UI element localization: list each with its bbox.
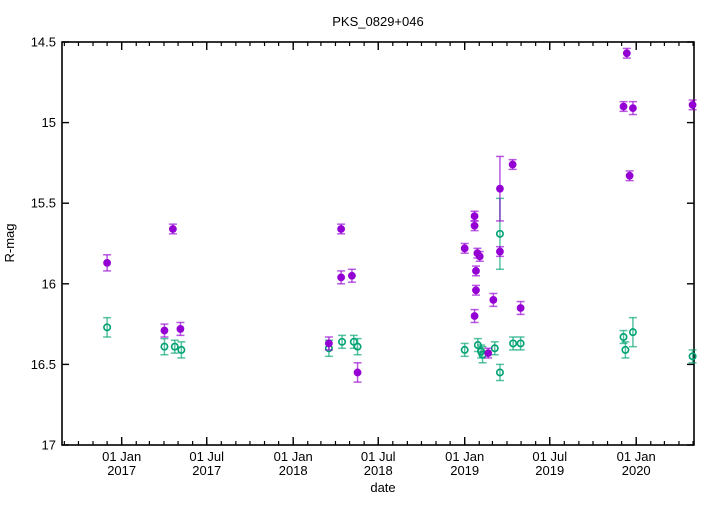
x-tick-label: 2017 [107,463,136,478]
x-axis-label: date [370,480,395,495]
data-point-purple-filled-circles [688,100,697,109]
data-point-purple-filled-circles [324,339,333,348]
data-point-purple-filled-circles [619,102,628,111]
data-point-green-open-circles [516,339,525,348]
data-point-purple-filled-circles [353,368,362,377]
data-point-purple-filled-circles [460,244,469,253]
y-tick-label: 17 [42,438,56,453]
x-tick-label: 01 Jul [532,449,567,464]
data-point-green-open-circles [160,342,169,351]
x-tick-label: 01 Jan [617,449,656,464]
x-tick-label: 01 Jan [445,449,484,464]
data-point-purple-filled-circles [472,267,480,275]
data-point-purple-filled-circles [470,312,479,320]
data-point-purple-filled-circles [629,104,637,112]
data-point-green-open-circles [628,328,637,337]
chart-title: PKS_0829+046 [332,14,423,29]
data-point-purple-filled-circles [625,171,634,180]
data-point-purple-filled-circles [470,221,479,230]
y-tick-label: 15 [42,115,56,130]
data-point-green-open-circles [460,345,469,354]
x-tick-label: 2019 [535,463,564,478]
data-point-green-open-circles [353,342,362,351]
data-point-green-open-circles [619,332,628,341]
y-axis-label: R-mag [2,223,17,262]
x-tick-label: 01 Jan [274,449,313,464]
data-point-purple-filled-circles [337,225,346,233]
data-point-green-open-circles [621,345,630,354]
data-point-purple-filled-circles [472,286,480,295]
data-point-purple-filled-circles [160,326,169,335]
x-tick-label: 01 Jan [102,449,141,464]
y-tick-label: 15.5 [31,196,56,211]
data-point-purple-filled-circles [103,258,112,267]
y-tick-label: 16 [42,276,56,291]
data-point-purple-filled-circles [337,273,346,282]
data-point-green-open-circles [103,323,112,332]
data-point-green-open-circles [495,229,504,238]
data-point-purple-filled-circles [496,184,504,193]
data-point-purple-filled-circles [176,325,185,333]
x-tick-label: 01 Jul [189,449,224,464]
data-point-green-open-circles [509,339,518,348]
x-tick-label: 2018 [364,463,393,478]
x-tick-label: 2018 [279,463,308,478]
data-point-green-open-circles [170,342,179,351]
y-tick-label: 14.5 [31,35,56,50]
data-point-purple-filled-circles [484,349,493,358]
x-tick-label: 01 Jul [361,449,396,464]
data-point-purple-filled-circles [348,271,356,280]
plot-border [61,41,695,446]
x-tick-label: 2019 [450,463,479,478]
x-tick-label: 2020 [622,463,651,478]
data-point-purple-filled-circles [508,160,517,169]
data-point-purple-filled-circles [489,296,498,304]
data-point-purple-filled-circles [168,225,177,233]
data-point-purple-filled-circles [622,49,631,58]
data-point-green-open-circles [338,337,347,346]
data-point-purple-filled-circles [496,247,504,256]
data-point-green-open-circles [177,345,186,354]
y-tick-label: 16.5 [31,357,56,372]
data-point-purple-filled-circles [470,212,479,220]
data-point-green-open-circles [495,368,504,377]
data-point-green-open-circles [688,352,697,361]
data-point-purple-filled-circles [516,304,525,312]
data-point-purple-filled-circles [475,252,484,261]
x-tick-label: 2017 [192,463,221,478]
